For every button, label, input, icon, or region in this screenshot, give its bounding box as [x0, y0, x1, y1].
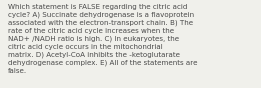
Text: Which statement is FALSE regarding the citric acid
cycle? A) Succinate dehydroge: Which statement is FALSE regarding the c… [8, 4, 197, 74]
